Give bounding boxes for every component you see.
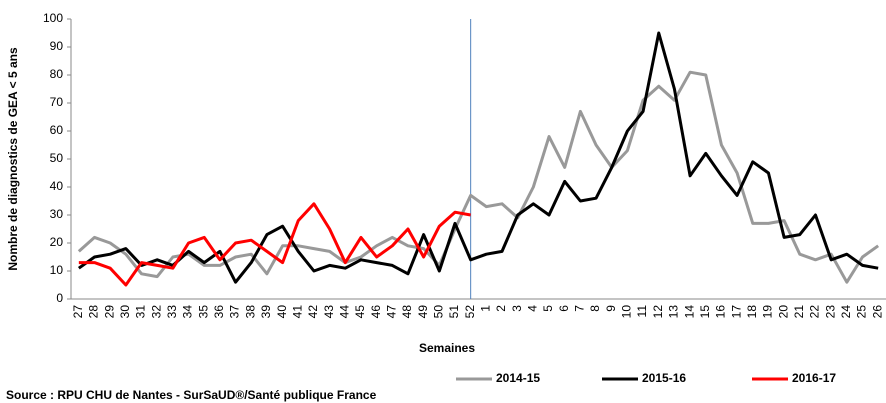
x-tick-label: 50 [431,305,445,319]
x-axis-title: Semaines [419,341,475,355]
x-tick-label: 12 [651,305,665,319]
x-tick-label: 22 [808,305,822,319]
x-tick-label: 34 [181,305,195,319]
x-tick-label: 31 [134,305,148,319]
y-tick-label: 40 [50,179,64,193]
series-line [78,202,471,287]
x-tick-label: 21 [792,305,806,319]
x-tick-label: 49 [416,305,430,319]
x-tick-label: 16 [714,305,728,319]
x-tick-label: 27 [71,305,85,319]
source-note: Source : RPU CHU de Nantes - SurSaUD®/Sa… [6,388,377,402]
series-line [77,70,880,284]
y-tick-label: 10 [50,263,64,277]
x-tick-label: 17 [729,305,743,319]
y-tick-label: 90 [50,39,64,53]
x-tick-label: 19 [761,305,775,319]
y-tick-label: 0 [56,291,63,305]
x-tick-label: 11 [635,305,649,318]
x-tick-label: 40 [275,305,289,319]
x-tick-label: 15 [698,305,712,319]
x-tick-label: 13 [667,305,681,319]
x-tick-label: 18 [745,305,759,319]
x-tick-label: 3 [510,305,524,312]
x-tick-label: 44 [337,305,351,319]
x-tick-label: 48 [400,305,414,319]
x-tick-label: 9 [604,305,618,312]
x-tick-label: 47 [384,305,398,319]
x-tick-label: 25 [855,305,869,319]
x-tick-label: 30 [118,305,132,319]
x-tick-label: 5 [541,305,555,312]
x-tick-label: 39 [259,305,273,319]
x-tick-label: 51 [447,305,461,319]
series-line [77,31,879,284]
x-tick-label: 42 [306,305,320,319]
x-tick-label: 32 [149,305,163,319]
x-tick-label: 41 [290,305,304,319]
x-tick-label: 35 [196,305,210,319]
x-tick-label: 38 [243,305,257,319]
x-tick-label: 37 [228,305,242,319]
x-tick-label: 52 [463,305,477,319]
y-tick-label: 20 [50,235,64,249]
x-tick-label: 4 [526,305,540,312]
x-tick-label: 2 [494,305,508,312]
x-tick-label: 1 [479,305,493,312]
x-tick-label: 29 [102,305,116,319]
y-tick-label: 70 [50,95,64,109]
x-tick-label: 7 [573,305,587,312]
legend-label: 2016-17 [792,371,836,385]
x-tick-label: 10 [620,305,634,319]
x-tick-label: 43 [322,305,336,319]
x-tick-label: 46 [369,305,383,319]
x-tick-label: 23 [823,305,837,319]
y-tick-label: 50 [50,151,64,165]
x-tick-label: 33 [165,305,179,319]
x-tick-label: 14 [682,305,696,319]
x-tick-label: 6 [557,305,571,312]
y-tick-label: 60 [50,123,64,137]
x-tick-label: 20 [776,305,790,319]
x-tick-label: 45 [353,305,367,319]
x-tick-label: 8 [588,305,602,312]
y-tick-label: 30 [50,207,64,221]
x-tick-label: 24 [839,305,853,319]
y-tick-label: 80 [50,67,64,81]
y-axis-title: Nombre de diagnostics de GEA < 5 ans [6,47,20,271]
x-tick-label: 36 [212,305,226,319]
y-tick-label: 100 [43,11,63,25]
x-tick-label: 28 [87,305,101,319]
legend-label: 2014-15 [496,371,540,385]
legend-label: 2015-16 [642,371,686,385]
x-tick-label: 26 [870,305,884,319]
